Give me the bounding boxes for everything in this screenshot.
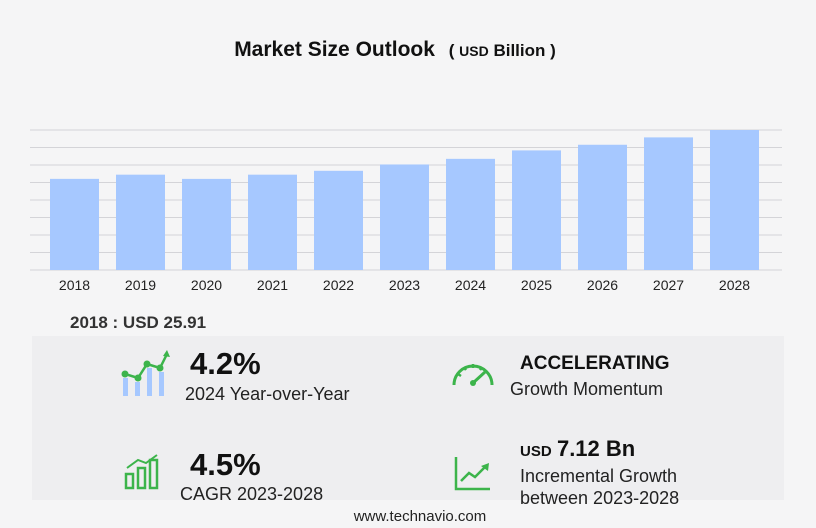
x-tick-label: 2025	[521, 277, 552, 293]
incremental-label-wrap: Incremental Growth between 2023-2028	[520, 466, 679, 509]
unit-open: (	[448, 41, 455, 60]
x-tick-label: 2019	[125, 277, 156, 293]
chart-title: Market Size Outlook ( USD Billion )	[0, 38, 790, 62]
bar-2028	[710, 130, 759, 270]
cagr-stat: 4.5%	[190, 449, 261, 480]
bar-line-growth-icon	[121, 350, 170, 396]
title-text: Market Size Outlook	[234, 38, 435, 61]
momentum-value: ACCELERATING	[520, 353, 670, 374]
source-url: www.technavio.com	[353, 508, 487, 525]
x-tick-label: 2021	[257, 277, 288, 293]
x-tick-label: 2018	[59, 277, 90, 293]
incremental-label-line1: Incremental Growth	[520, 466, 678, 486]
incremental-label-line2: between 2023-2028	[520, 487, 680, 508]
unit-label: Billion	[493, 41, 546, 60]
x-tick-label: 2024	[455, 277, 486, 293]
yoy-stat: 4.2%	[190, 348, 261, 379]
cagr-label-wrap: CAGR 2023-2028	[180, 484, 323, 506]
x-tick-label: 2023	[389, 277, 420, 293]
incremental-value: 7.12 Bn	[556, 436, 636, 461]
bar-2022	[314, 170, 363, 270]
trend-line-icon	[454, 457, 490, 491]
bar-chart: 2018 2019 2020 2021 2022 2023 2024 2025 2026 2027…	[30, 129, 782, 293]
bar-2023	[380, 164, 429, 270]
x-tick-label: 2028	[719, 277, 750, 293]
incremental-currency: USD	[520, 443, 552, 460]
yoy-label-wrap: 2024 Year-over-Year	[185, 384, 349, 406]
momentum-label: Growth Momentum	[510, 379, 664, 399]
bar-2018	[50, 178, 99, 270]
x-tick-label: 2022	[323, 277, 354, 293]
title-unit: ( USD Billion )	[449, 41, 556, 60]
bar-2026	[578, 144, 627, 270]
bar-2025	[512, 150, 561, 270]
base-year-value: 2018 : USD 25.91	[70, 313, 207, 332]
unit-close: )	[550, 41, 556, 60]
speedometer-icon	[452, 364, 494, 386]
unit-currency: USD	[459, 43, 489, 59]
momentum-stat: ACCELERATING	[520, 353, 670, 375]
incremental-stat: USD 7.12 Bn	[520, 436, 635, 462]
bar-2020	[182, 178, 231, 270]
cagr-label: CAGR 2023-2028	[180, 484, 324, 504]
x-tick-label: 2020	[191, 277, 222, 293]
bar-2027	[644, 137, 693, 270]
bar-chart-rising-icon	[124, 454, 159, 490]
yoy-label: 2024 Year-over-Year	[185, 384, 350, 404]
x-tick-label: 2026	[587, 277, 618, 293]
x-tick-label: 2027	[653, 277, 684, 293]
momentum-label-wrap: Growth Momentum	[510, 379, 663, 401]
incremental-value-wrap: USD 7.12 Bn	[520, 436, 635, 462]
bar-2019	[116, 174, 165, 270]
bar-2021	[248, 174, 297, 270]
yoy-value: 4.2%	[190, 346, 261, 381]
bar-2024	[446, 158, 495, 270]
cagr-value: 4.5%	[190, 447, 261, 482]
